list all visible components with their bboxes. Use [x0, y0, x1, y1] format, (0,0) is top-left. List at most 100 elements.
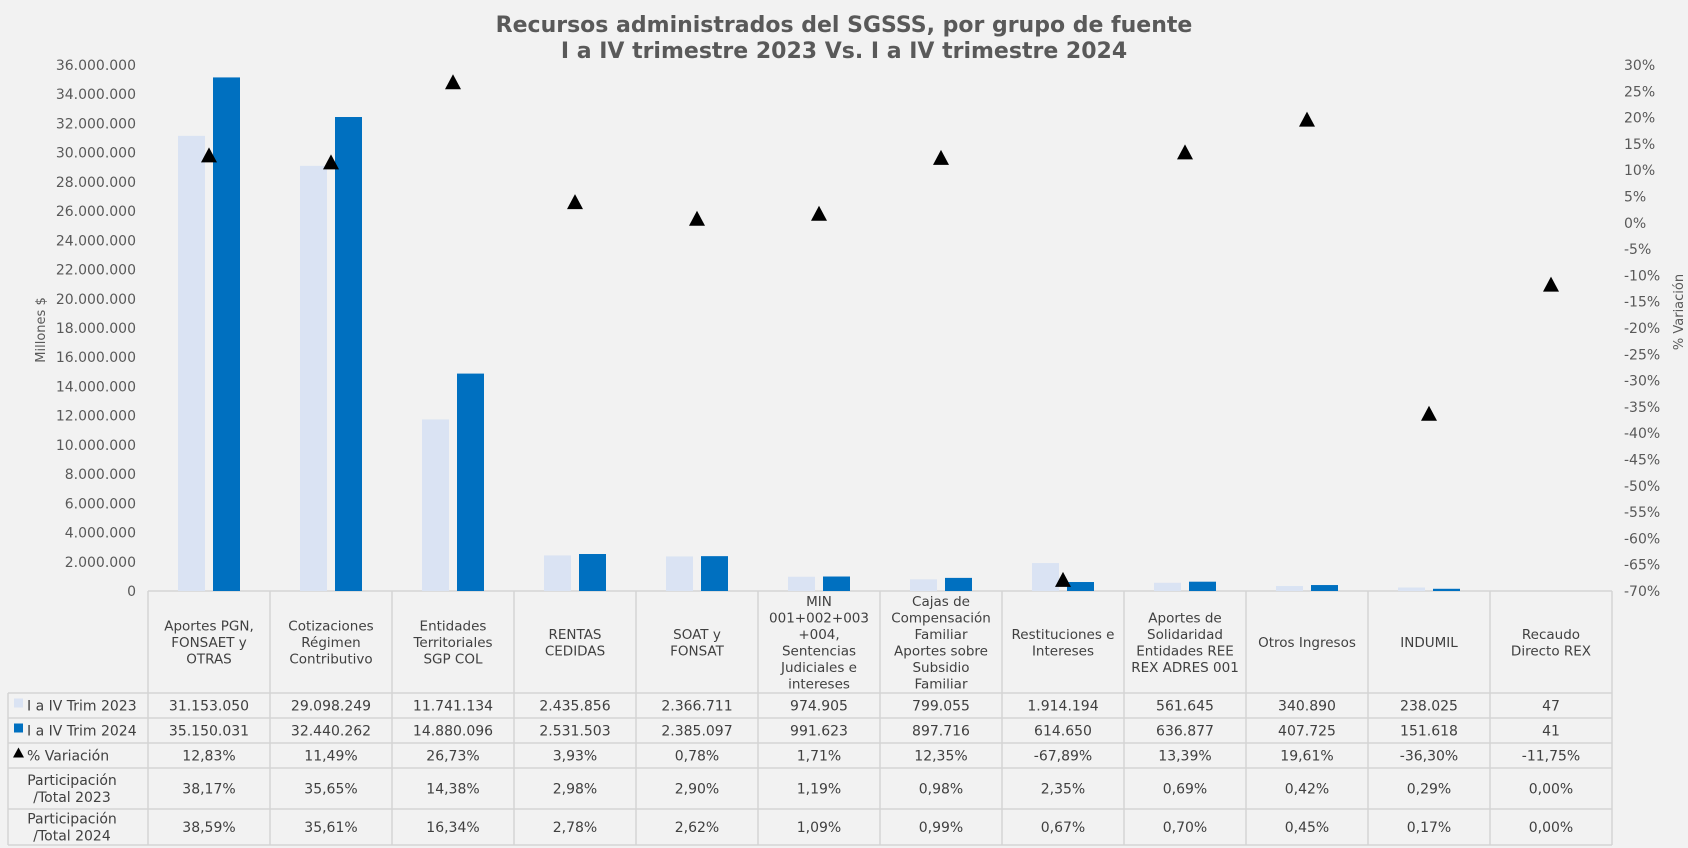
category-label: Directo REX	[1511, 643, 1591, 659]
extra-row-label: Participación	[27, 773, 117, 789]
bar-2024	[1311, 585, 1338, 591]
bar-2024	[1067, 582, 1094, 591]
variation-marker	[933, 149, 949, 165]
category-label: Aportes sobre	[894, 643, 988, 659]
table-cell: 14.880.096	[413, 724, 493, 740]
category-label: Entidades REE	[1136, 643, 1234, 659]
table-cell: 11,49%	[304, 749, 357, 765]
table-cell: -36,30%	[1400, 749, 1458, 765]
category-label: 001+002+003	[769, 610, 869, 626]
table-cell: 47	[1542, 699, 1560, 715]
table-cell: 636.877	[1156, 724, 1214, 740]
category-label: Régimen	[301, 635, 360, 651]
table-cell: 0,67%	[1041, 820, 1085, 836]
y2-tick-label: -60%	[1624, 531, 1660, 547]
bar-2023	[178, 135, 205, 591]
y2-axis-ticks: -70% -65% -60% -55% -50% -45% -40% -35% -30% -25%…	[1624, 58, 1660, 600]
y2-tick-label: -70%	[1624, 584, 1660, 600]
table-cell: 3,93%	[553, 749, 597, 765]
chart-subtitle: I a IV trimestre 2023 Vs. I a IV trimest…	[561, 39, 1127, 64]
category-label: Solidaridad	[1147, 627, 1223, 643]
extra-row-label: /Total 2023	[33, 790, 111, 806]
y2-tick-label: 10%	[1624, 163, 1655, 179]
variation-marker	[567, 194, 583, 210]
table-cell: 991.623	[790, 724, 848, 740]
y2-axis-title: % Variación	[1672, 274, 1687, 350]
table-cell: 0,29%	[1407, 782, 1451, 798]
y2-tick-label: 0%	[1624, 216, 1646, 232]
category-label: Familiar	[914, 676, 967, 692]
y-tick-label: 0	[127, 584, 136, 600]
table-cell: 2,98%	[553, 782, 597, 798]
table-cell: -67,89%	[1034, 749, 1092, 765]
series-row-label: % Variación	[27, 749, 109, 765]
category-label: FONSAT	[670, 643, 724, 659]
y-tick-label: 2.000.000	[65, 555, 136, 571]
bar-2023	[1032, 563, 1059, 591]
table-cell: 29.098.249	[291, 699, 371, 715]
category-label: Aportes PGN,	[164, 619, 254, 635]
table-cell: 32.440.262	[291, 724, 371, 740]
category-label: Territoriales	[412, 635, 492, 651]
category-label: intereses	[788, 676, 850, 692]
category-label: REX ADRES 001	[1131, 660, 1239, 676]
y-tick-label: 34.000.000	[56, 87, 136, 103]
table-cell: 0,99%	[919, 820, 963, 836]
extra-row-label: /Total 2024	[33, 829, 111, 845]
y2-tick-label: -5%	[1624, 242, 1651, 258]
category-label: Aportes de	[1148, 610, 1221, 626]
chart-title: Recursos administrados del SGSSS, por gr…	[496, 13, 1193, 38]
variation-markers	[201, 74, 1559, 587]
table-cell: 13,39%	[1158, 749, 1211, 765]
bar-2024	[1433, 588, 1460, 591]
y-axis-title: Millones $	[34, 297, 49, 362]
table-cell: 0,45%	[1285, 820, 1329, 836]
y-tick-label: 36.000.000	[56, 58, 136, 74]
table-cell: 2.385.097	[661, 724, 732, 740]
table-cell: 0,00%	[1529, 782, 1573, 798]
table-cell: 407.725	[1278, 724, 1336, 740]
table-cell: 0,42%	[1285, 782, 1329, 798]
table-cell: 561.645	[1156, 699, 1214, 715]
table-cell: 614.650	[1034, 724, 1092, 740]
y-tick-label: 8.000.000	[65, 467, 136, 483]
category-label: +004,	[798, 627, 839, 643]
table-grid	[7, 590, 1613, 846]
table-cell: 35,61%	[304, 820, 357, 836]
table-cell: 0,69%	[1163, 782, 1207, 798]
data-table: I a IV Trim 2023 31.153.050 29.098.249 11.7…	[13, 698, 1580, 845]
bar-2023	[1276, 586, 1303, 591]
y2-tick-label: 15%	[1624, 137, 1655, 153]
category-label: Subsidio	[912, 660, 969, 676]
category-label: Sentencias	[782, 643, 856, 659]
table-cell: 0,00%	[1529, 820, 1573, 836]
y2-tick-label: -35%	[1624, 400, 1660, 416]
bar-2023	[788, 576, 815, 591]
category-label: MIN	[806, 594, 832, 610]
y-tick-label: 30.000.000	[56, 146, 136, 162]
y2-tick-label: -20%	[1624, 321, 1660, 337]
variation-marker	[1055, 571, 1071, 587]
table-cell: 0,70%	[1163, 820, 1207, 836]
variation-marker	[323, 154, 339, 170]
variation-marker	[201, 147, 217, 163]
extra-row-label: Participación	[27, 812, 117, 828]
y-tick-label: 22.000.000	[56, 263, 136, 279]
table-cell: 12,35%	[914, 749, 967, 765]
table-cell: 2.531.503	[539, 724, 610, 740]
bar-2024	[945, 577, 972, 591]
y-tick-label: 4.000.000	[65, 526, 136, 542]
table-cell: 1,19%	[797, 782, 841, 798]
table-cell: 2,62%	[675, 820, 719, 836]
y2-tick-label: -65%	[1624, 558, 1660, 574]
table-cell: 0,98%	[919, 782, 963, 798]
variation-marker	[445, 74, 461, 90]
variation-marker	[1543, 276, 1559, 292]
category-label: FONSAET y	[171, 635, 247, 651]
y2-tick-label: 25%	[1624, 84, 1655, 100]
table-cell: 897.716	[912, 724, 970, 740]
y2-tick-label: -45%	[1624, 453, 1660, 469]
category-label: Contributivo	[289, 652, 372, 668]
